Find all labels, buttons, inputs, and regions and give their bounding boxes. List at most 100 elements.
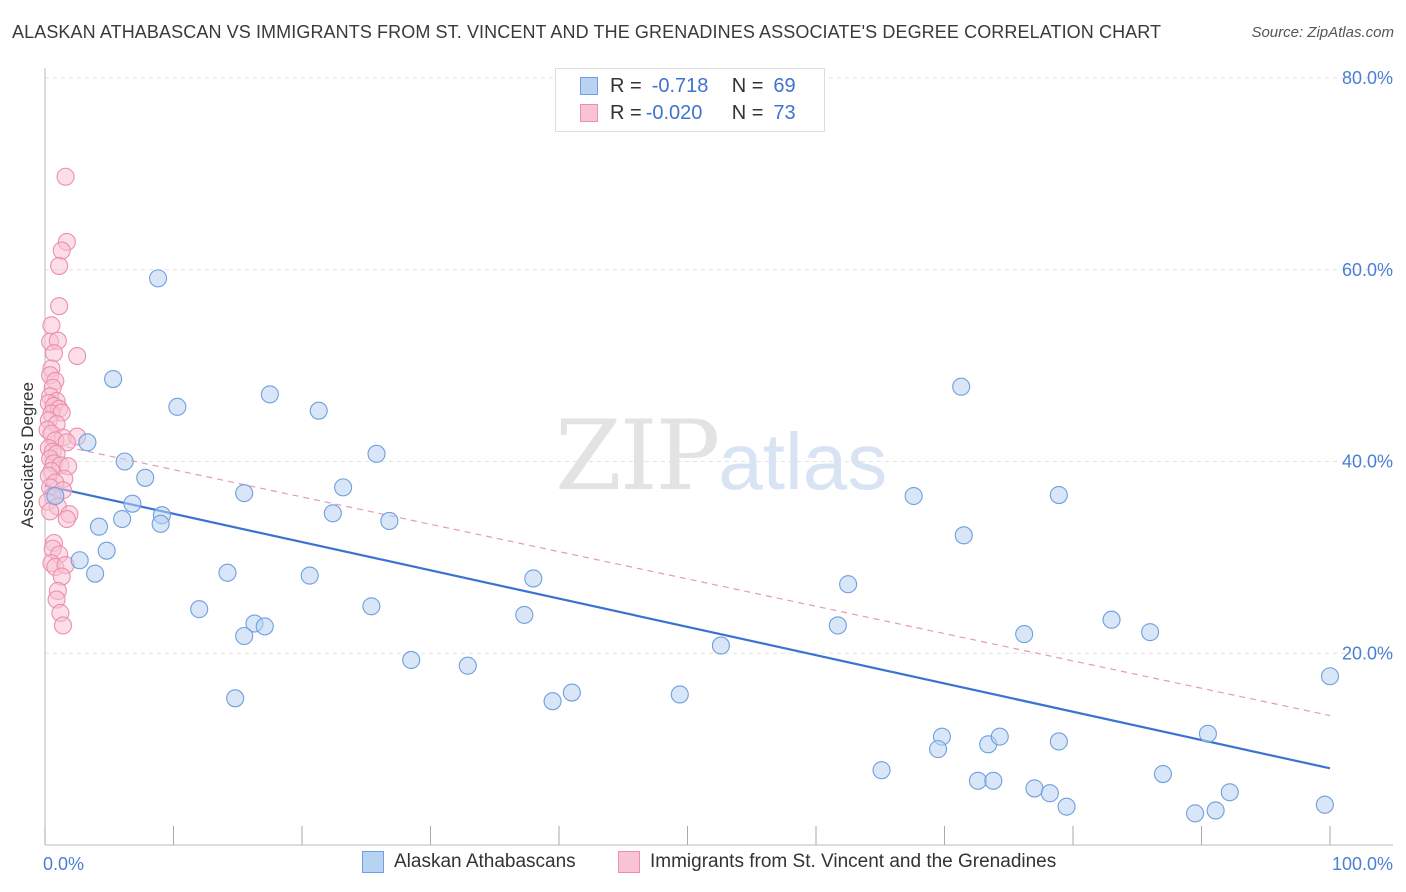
athabascan-point xyxy=(362,597,381,616)
athabascan-point xyxy=(190,600,209,619)
correlation-legend: R = -0.718 N = 69 R = -0.020 N = 73 xyxy=(555,68,825,132)
legend-label: Immigrants from St. Vincent and the Gren… xyxy=(650,851,1057,872)
legend-r-value: -0.020 xyxy=(645,101,703,124)
athabascan-point xyxy=(984,771,1003,790)
legend-item-athabascans: Alaskan Athabascans xyxy=(362,851,576,873)
stvincent-point xyxy=(56,167,75,186)
athabascan-point xyxy=(402,650,421,670)
source-credit: Source: ZipAtlas.com xyxy=(1251,24,1394,41)
athabascan-point xyxy=(1057,797,1076,816)
athabascan-point xyxy=(562,683,581,702)
athabascan-point xyxy=(1141,623,1160,642)
grid-lines xyxy=(45,77,1393,654)
athabascan-point xyxy=(1102,610,1121,629)
athabascan-point xyxy=(70,551,89,570)
legend-r-label: R = xyxy=(610,74,642,97)
athabascan-point xyxy=(309,401,328,420)
athabascan-point xyxy=(904,486,923,506)
stvincent-point xyxy=(57,509,76,529)
athabascan-point xyxy=(1320,667,1340,686)
athabascan-point xyxy=(149,269,168,288)
athabascan-point xyxy=(1025,779,1044,798)
legend-n-value: 73 xyxy=(773,101,796,124)
athabascan-point xyxy=(828,616,847,635)
chart-title: ALASKAN ATHABASCAN VS IMMIGRANTS FROM ST… xyxy=(12,22,1162,42)
athabascan-point xyxy=(323,504,342,523)
athabascan-point xyxy=(89,517,109,536)
athabascan-point xyxy=(218,563,237,582)
legend-n-label: N = xyxy=(731,101,764,124)
legend-r-value: -0.718 xyxy=(651,74,709,97)
athabascan-point xyxy=(990,727,1009,746)
athabascan-point xyxy=(1315,795,1334,814)
legend-r-label: R = xyxy=(610,101,642,124)
athabascan-point xyxy=(670,685,689,704)
legend-row-stvincent: R = -0.020 N = 73 xyxy=(580,100,796,126)
stvincent-point xyxy=(57,433,76,452)
athabascan-point xyxy=(458,656,477,675)
watermark: ZIPatlas xyxy=(555,400,887,512)
athabascan-point xyxy=(952,377,971,396)
stvincent-trend-line xyxy=(44,441,1331,717)
athabascan-point xyxy=(1186,804,1205,823)
watermark-atlas: atlas xyxy=(718,417,888,506)
axes xyxy=(44,68,1393,846)
x-tick-label: 0.0% xyxy=(43,854,84,874)
stvincent-point xyxy=(42,316,61,335)
legend-n-label: N = xyxy=(731,74,764,97)
athabascan-point xyxy=(872,761,891,780)
athabascan-point xyxy=(235,484,254,503)
athabascan-point xyxy=(78,433,97,452)
stvincent-point xyxy=(53,616,73,635)
x-tick-label: 100.0% xyxy=(1332,854,1393,874)
data-points xyxy=(38,167,1340,823)
y-tick-label: 80.0% xyxy=(1342,68,1393,88)
athabascan-point xyxy=(515,605,534,624)
athabascan-trend-line xyxy=(44,484,1331,770)
athabascan-point xyxy=(168,397,187,416)
stvincent-point xyxy=(41,502,60,521)
athabascan-point xyxy=(300,566,319,585)
y-axis-label: Associate's Degree xyxy=(18,382,37,528)
athabascan-point xyxy=(86,564,105,583)
athabascan-point xyxy=(136,468,155,487)
stvincent-point xyxy=(44,344,64,363)
watermark-zip: ZIP xyxy=(555,400,720,512)
athabascan-point xyxy=(1049,486,1068,505)
athabascan-point xyxy=(260,385,279,404)
stvincent-point xyxy=(50,297,69,316)
athabascan-point xyxy=(1206,801,1225,820)
athabascan-point xyxy=(151,514,170,533)
athabascan-point xyxy=(711,636,730,655)
athabascan-point xyxy=(1049,732,1068,751)
legend-swatch-blue xyxy=(362,851,384,873)
athabascan-point xyxy=(524,569,543,588)
athabascan-point xyxy=(255,617,274,636)
trend-lines xyxy=(44,441,1331,770)
stvincent-point xyxy=(68,346,87,366)
stvincent-point xyxy=(50,256,69,275)
y-tick-label: 60.0% xyxy=(1342,260,1393,280)
legend-swatch-pink xyxy=(618,851,640,873)
athabascan-point xyxy=(113,509,132,529)
athabascan-point xyxy=(367,444,386,463)
legend-item-stvincent: Immigrants from St. Vincent and the Gren… xyxy=(618,851,1056,873)
series-legend: Alaskan Athabascans Immigrants from St. … xyxy=(0,851,1406,877)
athabascan-point xyxy=(968,771,987,790)
legend-swatch-pink xyxy=(580,104,598,122)
athabascan-point xyxy=(1220,783,1239,802)
athabascan-point xyxy=(1153,765,1172,784)
athabascan-point xyxy=(123,494,142,513)
athabascan-point xyxy=(1198,724,1217,743)
athabascan-point xyxy=(543,692,562,711)
athabascan-point xyxy=(839,575,858,594)
athabascan-point xyxy=(1015,625,1034,644)
legend-n-value: 69 xyxy=(773,74,796,97)
y-tick-label: 20.0% xyxy=(1342,643,1393,663)
athabascan-point xyxy=(380,511,399,530)
athabascan-point xyxy=(235,626,254,646)
legend-swatch-blue xyxy=(580,77,598,95)
athabascan-point xyxy=(929,740,948,759)
stvincent-point xyxy=(52,241,71,260)
